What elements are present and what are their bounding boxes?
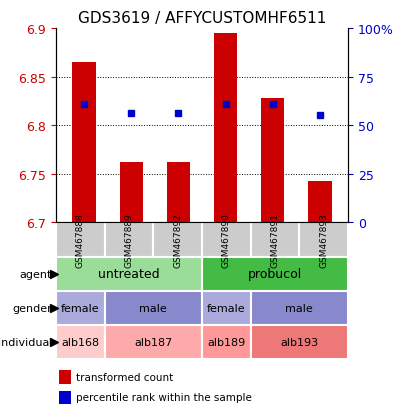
Bar — [202, 325, 251, 359]
Bar — [251, 223, 299, 257]
Bar — [308, 182, 332, 223]
Text: GSM467893: GSM467893 — [319, 212, 328, 267]
Bar — [214, 34, 237, 223]
Text: alb189: alb189 — [207, 337, 246, 347]
Text: GSM467892: GSM467892 — [173, 213, 182, 267]
Text: male: male — [286, 303, 313, 313]
Bar — [59, 370, 71, 384]
Bar — [56, 223, 105, 257]
Text: GSM467888: GSM467888 — [76, 212, 85, 267]
Text: GSM467889: GSM467889 — [124, 212, 134, 267]
Bar — [56, 325, 105, 359]
Text: GSM467891: GSM467891 — [270, 212, 280, 267]
Bar — [153, 223, 202, 257]
Text: female: female — [207, 303, 246, 313]
Bar — [202, 291, 251, 325]
Text: female: female — [61, 303, 100, 313]
Bar — [120, 163, 143, 223]
Bar — [72, 63, 96, 223]
Bar — [261, 99, 284, 223]
Bar — [251, 291, 348, 325]
Bar — [105, 291, 202, 325]
Title: GDS3619 / AFFYCUSTOMHF6511: GDS3619 / AFFYCUSTOMHF6511 — [78, 12, 326, 26]
Bar — [167, 163, 190, 223]
Bar — [59, 391, 71, 404]
Bar — [105, 223, 153, 257]
Bar — [251, 325, 348, 359]
Bar — [202, 223, 251, 257]
Text: male: male — [140, 303, 167, 313]
Bar — [105, 325, 202, 359]
Bar — [299, 223, 348, 257]
Text: untreated: untreated — [98, 268, 160, 280]
Text: agent: agent — [20, 269, 52, 279]
Text: percentile rank within the sample: percentile rank within the sample — [76, 392, 252, 403]
Bar — [56, 257, 202, 291]
Text: GSM467890: GSM467890 — [222, 212, 231, 267]
Text: alb193: alb193 — [280, 337, 318, 347]
Text: individual: individual — [0, 337, 52, 347]
Text: alb168: alb168 — [61, 337, 99, 347]
Bar — [202, 257, 348, 291]
Text: gender: gender — [12, 303, 52, 313]
Bar — [56, 291, 105, 325]
Text: alb187: alb187 — [134, 337, 172, 347]
Text: transformed count: transformed count — [76, 372, 174, 382]
Text: probucol: probucol — [248, 268, 302, 280]
